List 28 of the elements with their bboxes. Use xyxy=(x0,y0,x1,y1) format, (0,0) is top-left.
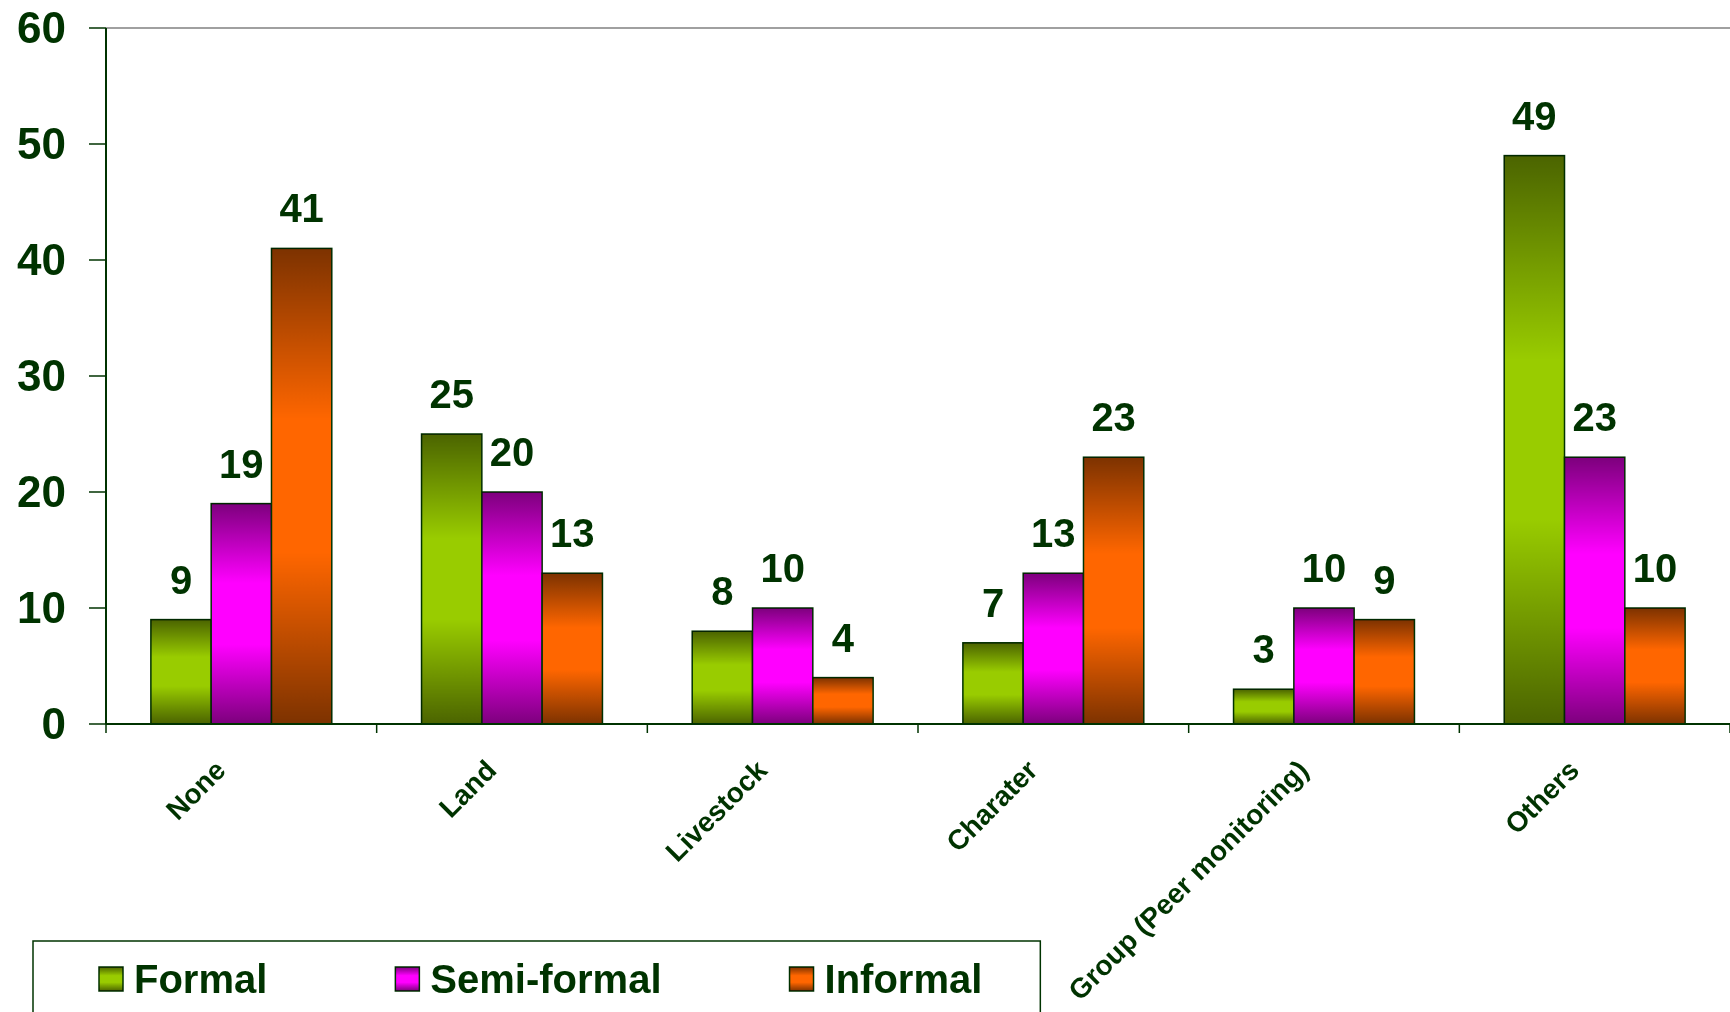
data-label: 25 xyxy=(429,372,474,416)
data-label: 9 xyxy=(1373,557,1396,602)
data-label: 3 xyxy=(1252,627,1275,672)
data-label: 23 xyxy=(1091,395,1136,440)
legend-label: Informal xyxy=(824,957,983,1001)
y-tick-label: 40 xyxy=(17,235,66,284)
data-label: 20 xyxy=(489,430,535,474)
data-label: 13 xyxy=(1031,511,1076,556)
legend-label: Formal xyxy=(134,957,268,1001)
data-label: 41 xyxy=(279,186,324,231)
data-label: 10 xyxy=(1632,546,1678,590)
y-tick-label: 50 xyxy=(17,119,66,168)
y-tick-label: 10 xyxy=(17,583,66,632)
data-label: 10 xyxy=(1301,546,1347,590)
data-label: 9 xyxy=(169,557,193,602)
y-tick-label: 60 xyxy=(17,3,66,52)
data-label: 49 xyxy=(1512,93,1557,138)
data-label: 10 xyxy=(760,546,805,590)
data-label: 13 xyxy=(550,511,595,556)
data-label: 7 xyxy=(981,580,1005,625)
data-label: 4 xyxy=(831,615,855,660)
legend-label: Semi-formal xyxy=(430,957,662,1001)
data-label: 19 xyxy=(219,441,264,486)
y-tick-label: 20 xyxy=(17,467,66,516)
data-label: 8 xyxy=(711,569,734,614)
y-tick-label: 30 xyxy=(17,351,66,400)
y-tick-label: 0 xyxy=(41,699,66,748)
data-label: 23 xyxy=(1572,395,1617,440)
